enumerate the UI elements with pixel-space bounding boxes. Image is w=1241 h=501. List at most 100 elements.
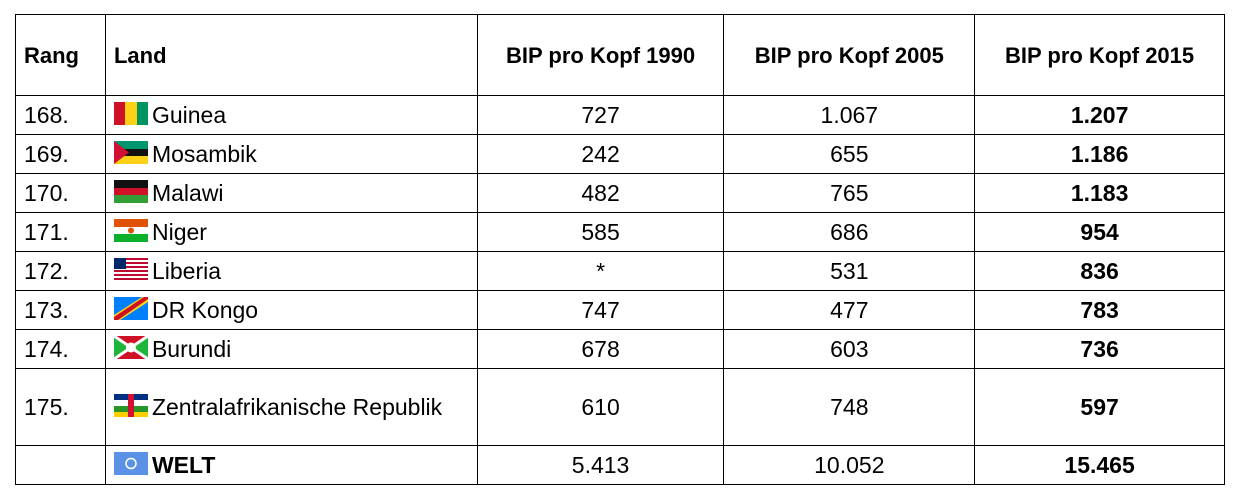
value-cell: 603 [723,329,976,369]
value-cell: 736 [974,329,1225,369]
cell-text: 15.465 [1064,451,1135,478]
table-body: 168. Guinea 727 1.067 1.207 169. Mosambik 242 65… [15,95,1225,485]
flag-icon [113,334,149,360]
flag-icon [113,257,148,281]
value-cell: 727 [476,95,725,135]
rank-cell: 170. [15,173,106,213]
header-cell: BIP pro Kopf 2005 [723,14,976,96]
cell-text: 171. [24,218,69,245]
header-cell: Rang [15,14,106,96]
cell-text: 954 [1080,218,1119,245]
flag-icon [113,179,148,203]
rank-cell: 173. [15,290,106,330]
cell-text: 678 [581,335,620,362]
land-cell: Liberia [104,251,478,291]
rank-cell: 175. [15,368,106,446]
value-cell: 531 [723,251,976,291]
value-cell: * [476,251,725,291]
value-cell: 585 [476,212,725,252]
flag-icon [113,140,148,164]
land-cell: Malawi [104,173,478,213]
table-row: 168. Guinea 727 1.067 1.207 [15,95,1225,135]
cell-text: Niger [151,218,207,245]
flag-icon [113,296,148,320]
cell-text: 655 [830,140,869,167]
cell-text: DR Kongo [151,296,259,323]
value-cell: 5.413 [476,445,725,485]
value-cell: 1.186 [974,134,1225,174]
land-cell: Niger [104,212,478,252]
cell-text: 168. [24,101,69,128]
value-cell: 597 [974,368,1225,446]
land-cell: Burundi [104,329,478,369]
flag-icon [113,218,148,242]
cell-text: 686 [830,218,869,245]
value-cell: 748 [723,368,976,446]
cell-text: * [596,257,606,284]
value-cell: 477 [723,290,976,330]
table-row: 175. Zentralafrikanische Republik 610 748 59… [15,368,1225,446]
cell-text: 242 [581,140,620,167]
cell-text: 173. [24,296,69,323]
cell-text: 1.207 [1070,101,1129,128]
cell-text: 597 [1080,393,1119,420]
table-row: 173. DR Kongo 747 477 783 [15,290,1225,330]
flag-icon [113,451,148,475]
value-cell: 1.183 [974,173,1225,213]
cell-text: Liberia [151,257,222,284]
table-row: 172. Liberia * 531 836 [15,251,1225,291]
cell-text: Guinea [151,101,227,128]
value-cell: 836 [974,251,1225,291]
cell-text: 783 [1080,296,1119,323]
cell-text: 736 [1080,335,1119,362]
cell-text: 748 [830,393,869,420]
rank-cell: 169. [15,134,106,174]
value-cell: 1.067 [723,95,976,135]
cell-text: WELT [151,451,216,478]
value-cell: 655 [723,134,976,174]
rank-cell: 171. [15,212,106,252]
header-cell: Land [104,14,478,96]
header-cell: BIP pro Kopf 1990 [476,14,725,96]
cell-text: Mosambik [151,140,257,167]
table-row: 170. Malawi 482 765 1.183 [15,173,1225,213]
cell-text: 172. [24,257,69,284]
value-cell: 954 [974,212,1225,252]
cell-text: 836 [1080,257,1119,284]
cell-text: 175. [24,393,69,420]
cell-text: 10.052 [814,451,885,478]
cell-text: 174. [24,335,69,362]
header-cell: BIP pro Kopf 2015 [974,14,1225,96]
land-cell: Zentralafrikanische Republik [104,368,478,446]
cell-text: Land [113,42,167,68]
table-row: 171. Niger 585 686 954 [15,212,1225,252]
cell-text: BIP pro Kopf 2005 [754,42,944,68]
land-cell: DR Kongo [104,290,478,330]
value-cell: 15.465 [974,445,1225,485]
value-cell: 242 [476,134,725,174]
cell-text: 169. [24,140,69,167]
value-cell: 783 [974,290,1225,330]
cell-text: 482 [581,179,620,206]
value-cell: 610 [476,368,725,446]
cell-text: 5.413 [571,451,630,478]
rank-cell: 174. [15,329,106,369]
value-cell: 482 [476,173,725,213]
cell-text: BIP pro Kopf 2015 [1005,42,1195,68]
cell-text: 1.186 [1070,140,1129,167]
value-cell: 678 [476,329,725,369]
rank-cell: 168. [15,95,106,135]
cell-text: 1.183 [1070,179,1129,206]
cell-text: 531 [830,257,869,284]
value-cell: 686 [723,212,976,252]
land-cell: Mosambik [104,134,478,174]
land-cell: Guinea [104,95,478,135]
gdp-table: Rang Land BIP pro Kopf 1990 BIP pro Kopf 20… [15,14,1225,485]
cell-text: 603 [830,335,869,362]
cell-text: 610 [581,393,620,420]
table-row: 169. Mosambik 242 655 1.186 [15,134,1225,174]
value-cell: 747 [476,290,725,330]
cell-text: Rang [24,42,79,68]
cell-text: 170. [24,179,69,206]
